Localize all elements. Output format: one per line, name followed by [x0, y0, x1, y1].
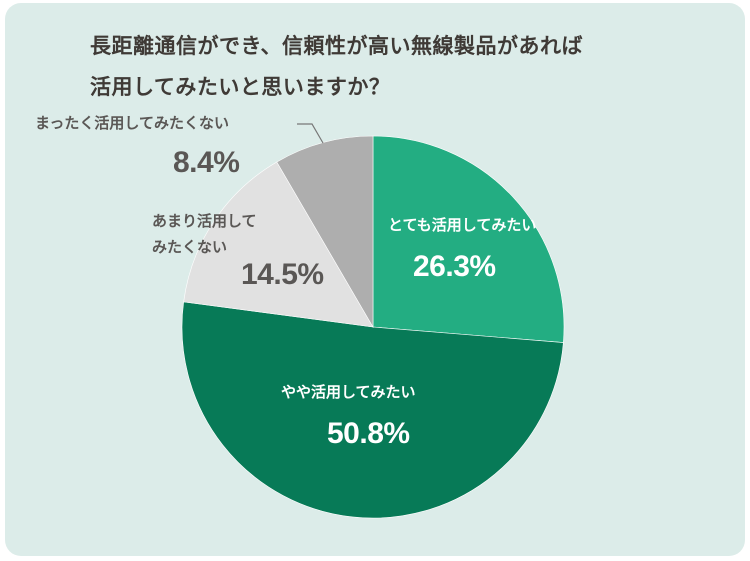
pct-not-much: 14.5% — [241, 258, 324, 291]
label-not-at-all: まったく活用してみたくない — [35, 114, 229, 132]
chart-title-line-1: 長距離通信ができ、信頼性が高い無線製品があれば — [90, 34, 584, 58]
slice-very-much — [372, 135, 565, 343]
slice-somewhat — [181, 301, 564, 519]
label-somewhat: やや活用してみたい — [281, 383, 416, 401]
label-not-much-line-2: みたくない — [152, 238, 228, 256]
chart-title: 長距離通信ができ、信頼性が高い無線製品があれば 活用してみたいと思いますか？ — [90, 26, 583, 108]
label-not-much-line-1: あまり活用して — [152, 212, 257, 230]
leader-line — [297, 123, 324, 144]
pie-slices — [181, 135, 565, 519]
pct-not-at-all: 8.4% — [173, 146, 240, 179]
slice-not-much — [183, 161, 374, 328]
label-very-much: とても活用してみたい — [388, 216, 537, 234]
pct-somewhat: 50.8% — [327, 417, 410, 450]
chart-title-line-2: 活用してみたいと思いますか？ — [90, 75, 391, 99]
pct-very-much: 26.3% — [413, 250, 496, 283]
